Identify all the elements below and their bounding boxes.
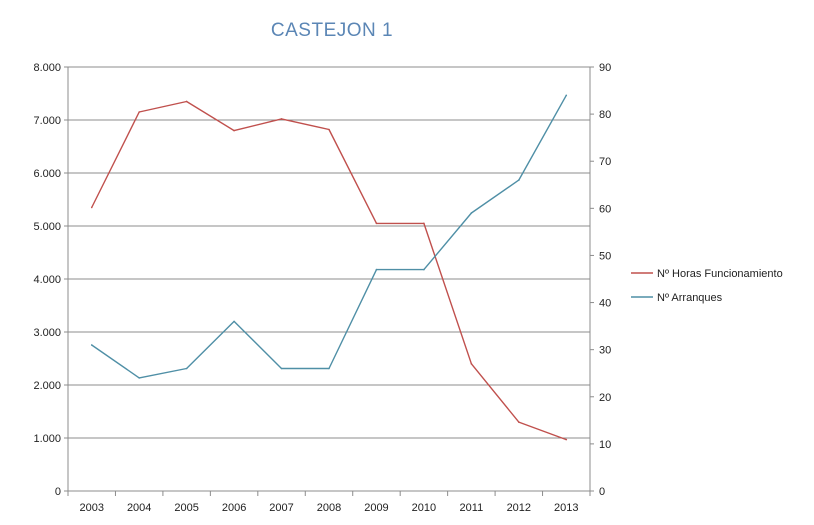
series-0-point-2003 [90, 206, 93, 209]
series-1-point-2006 [233, 320, 235, 323]
y-right-tick-label-6: 60 [599, 203, 611, 215]
series-1-point-2012 [518, 179, 520, 181]
y-right-tick-label-2: 20 [599, 392, 611, 404]
x-tick-label-2007: 2007 [269, 502, 293, 514]
y-right-tick-label-0: 0 [599, 486, 605, 498]
y-right-tick-label-1: 10 [599, 439, 611, 451]
x-tick-label-2004: 2004 [127, 502, 151, 514]
series-1-point-2007 [280, 367, 283, 370]
y-right-tick-label-9: 90 [599, 62, 611, 74]
x-tick-label-2011: 2011 [460, 502, 484, 514]
series-0-point-2004 [138, 111, 140, 113]
x-tick-label-2008: 2008 [317, 502, 341, 514]
series-0-point-2013 [565, 438, 568, 441]
series-0-point-2007 [280, 118, 283, 120]
series-0-point-2008 [328, 128, 330, 131]
y-left-tick-label-7: 7.000 [33, 115, 61, 127]
legend-label-0: Nº Horas Funcionamiento [657, 268, 783, 280]
series-0-point-2006 [233, 129, 235, 132]
x-tick-label-2006: 2006 [222, 502, 246, 514]
series-1-point-2003 [90, 344, 93, 346]
series-1-point-2009 [375, 268, 378, 271]
series-0-point-2009 [375, 222, 378, 225]
series-0-point-2011 [470, 363, 473, 365]
y-right-tick-label-7: 70 [599, 156, 611, 168]
y-right-tick-label-4: 40 [599, 298, 611, 310]
y-left-tick-label-2: 2.000 [33, 380, 61, 392]
x-tick-label-2012: 2012 [507, 502, 531, 514]
series-line-1 [91, 94, 567, 379]
series-0-point-2010 [423, 222, 425, 225]
y-right-tick-label-3: 30 [599, 345, 611, 357]
y-right-tick-label-5: 50 [599, 250, 611, 262]
x-tick-label-2010: 2010 [412, 502, 436, 514]
series-0-point-2005 [185, 100, 188, 103]
x-tick-label-2013: 2013 [554, 502, 578, 514]
y-right-tick-label-8: 80 [599, 109, 611, 121]
y-left-tick-label-0: 0 [55, 486, 61, 498]
x-tick-label-2009: 2009 [364, 502, 388, 514]
series-1-point-2010 [423, 268, 425, 271]
series-0-point-2012 [518, 421, 520, 423]
series-1-point-2011 [470, 212, 473, 214]
y-left-tick-label-6: 6.000 [33, 168, 61, 180]
series-1-point-2008 [328, 367, 330, 370]
y-left-tick-label-8: 8.000 [33, 62, 61, 74]
series-1-point-2013 [565, 94, 568, 97]
series-1-point-2005 [185, 367, 188, 370]
series-1-point-2004 [138, 377, 140, 379]
y-left-tick-label-5: 5.000 [33, 221, 61, 233]
series-line-0 [91, 100, 567, 441]
x-tick-label-2005: 2005 [174, 502, 198, 514]
y-left-tick-label-1: 1.000 [33, 433, 61, 445]
chart-title: CASTEJON 1 [270, 20, 394, 41]
legend-label-1: Nº Arranques [657, 292, 723, 304]
y-left-tick-label-4: 4.000 [33, 274, 61, 286]
x-tick-label-2003: 2003 [79, 502, 103, 514]
y-left-tick-label-3: 3.000 [33, 327, 61, 339]
